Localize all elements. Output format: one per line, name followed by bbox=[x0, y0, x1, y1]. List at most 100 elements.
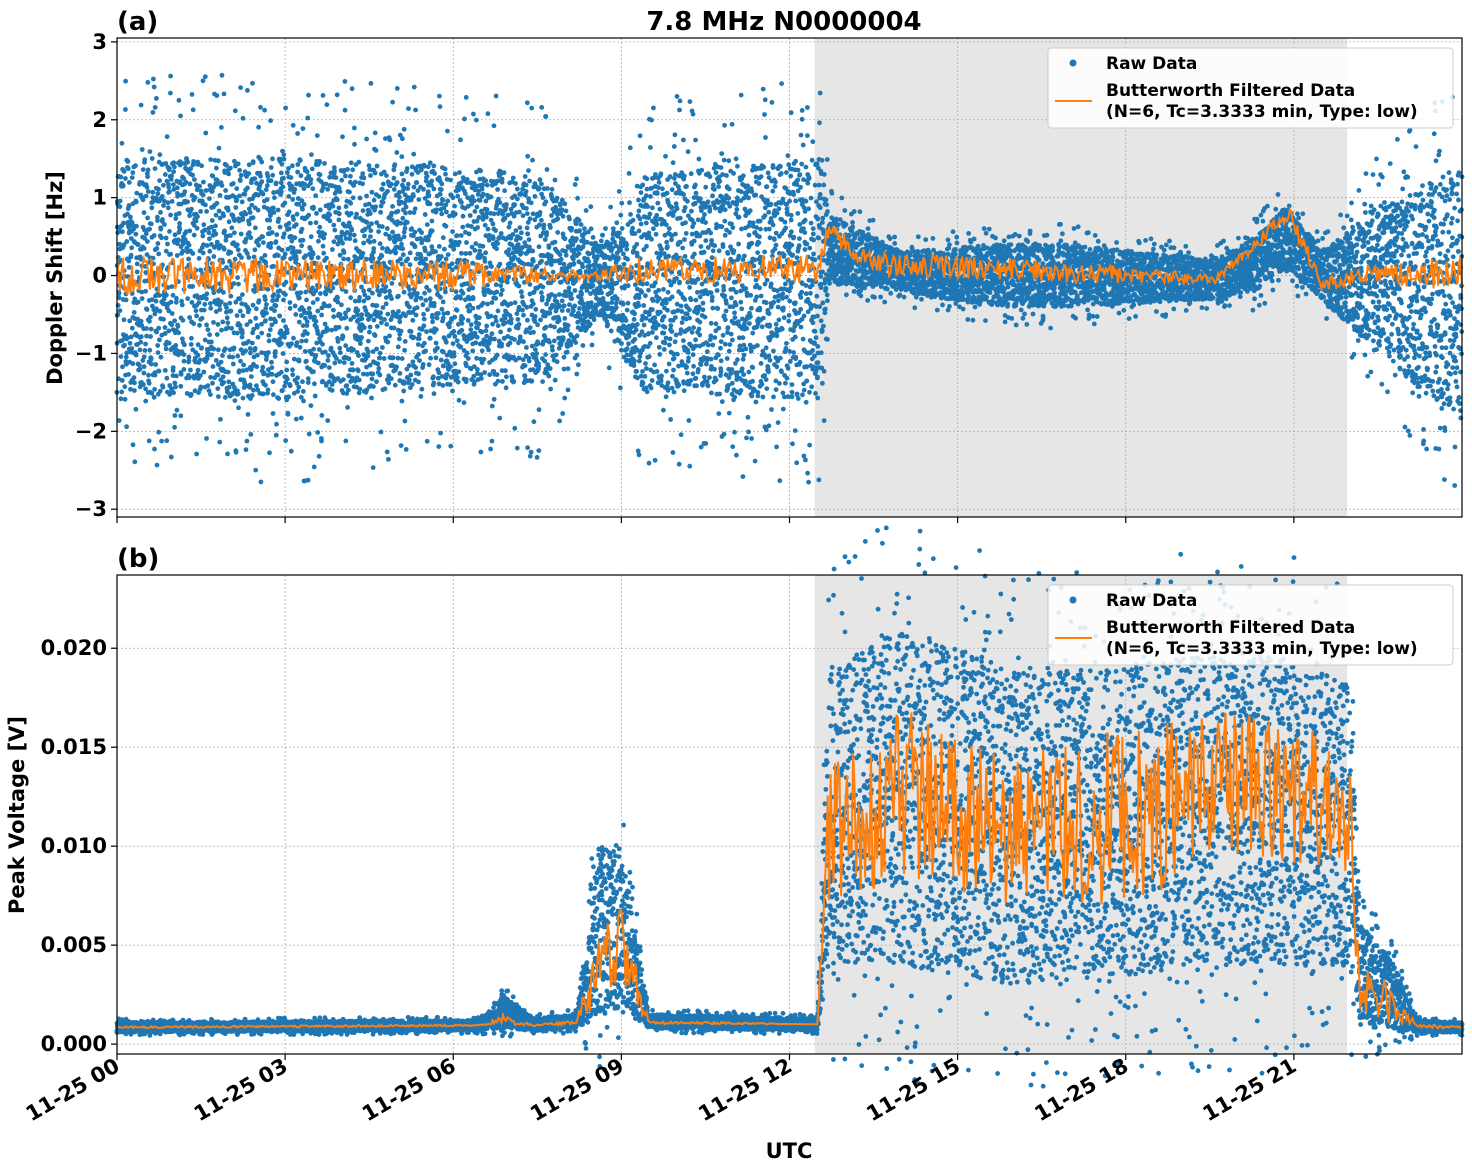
raw-data-point bbox=[163, 161, 169, 166]
raw-data-point bbox=[408, 372, 414, 378]
raw-data-point bbox=[344, 383, 350, 388]
raw-data-point bbox=[557, 202, 563, 208]
raw-data-point bbox=[757, 218, 763, 224]
raw-data-point bbox=[732, 310, 737, 316]
raw-data-point bbox=[746, 369, 752, 375]
raw-data-point bbox=[350, 195, 356, 201]
raw-data-point bbox=[327, 303, 332, 309]
raw-data-point bbox=[457, 170, 462, 175]
raw-data-point bbox=[192, 177, 197, 183]
raw-data-point bbox=[488, 446, 493, 452]
raw-data-point bbox=[151, 233, 157, 238]
raw-data-point bbox=[181, 176, 187, 182]
raw-data-point bbox=[377, 355, 383, 361]
raw-data-point bbox=[190, 251, 196, 256]
raw-data-point bbox=[217, 193, 223, 198]
raw-data-point bbox=[543, 324, 549, 330]
raw-data-point bbox=[526, 168, 531, 174]
raw-data-point bbox=[640, 182, 646, 188]
raw-data-point bbox=[336, 211, 342, 217]
raw-data-point bbox=[440, 235, 446, 241]
raw-data-point bbox=[448, 364, 453, 369]
raw-data-point bbox=[658, 309, 663, 315]
raw-data-point bbox=[727, 203, 733, 209]
raw-data-point bbox=[226, 219, 232, 225]
raw-data-point bbox=[298, 173, 304, 179]
raw-data-point bbox=[341, 360, 347, 365]
raw-data-point bbox=[372, 130, 378, 136]
raw-data-point bbox=[435, 345, 440, 351]
raw-data-point bbox=[436, 370, 442, 376]
raw-data-point bbox=[282, 383, 287, 389]
raw-data-point bbox=[682, 237, 687, 242]
raw-data-point bbox=[341, 250, 347, 256]
raw-data-point bbox=[534, 455, 540, 460]
raw-data-point bbox=[247, 210, 253, 215]
raw-data-point bbox=[240, 313, 246, 319]
raw-data-point bbox=[270, 379, 276, 385]
raw-data-point bbox=[368, 81, 374, 86]
raw-data-point bbox=[396, 194, 402, 200]
raw-data-point bbox=[288, 175, 294, 181]
raw-data-point bbox=[658, 378, 664, 384]
raw-data-point bbox=[618, 212, 624, 218]
raw-data-point bbox=[219, 72, 225, 78]
raw-data-point bbox=[739, 306, 745, 312]
raw-data-point bbox=[394, 86, 400, 91]
raw-data-point bbox=[707, 208, 713, 214]
raw-data-point bbox=[161, 182, 166, 188]
raw-data-point bbox=[200, 192, 206, 198]
raw-data-point bbox=[631, 363, 637, 368]
raw-data-point bbox=[748, 314, 753, 319]
raw-data-point bbox=[680, 245, 686, 251]
raw-data-point bbox=[669, 187, 675, 193]
raw-data-point bbox=[690, 352, 696, 358]
raw-data-point bbox=[407, 287, 412, 292]
raw-data-point bbox=[640, 281, 646, 287]
raw-data-point bbox=[134, 223, 139, 229]
raw-data-point bbox=[391, 325, 397, 331]
raw-data-point bbox=[467, 250, 473, 256]
raw-data-point bbox=[217, 307, 223, 312]
raw-data-point bbox=[548, 386, 553, 392]
raw-data-point bbox=[716, 325, 722, 331]
raw-data-point bbox=[552, 177, 558, 183]
raw-data-point bbox=[266, 225, 272, 231]
raw-data-point bbox=[712, 366, 717, 372]
raw-data-point bbox=[169, 173, 175, 179]
raw-data-point bbox=[552, 293, 558, 299]
raw-data-point bbox=[527, 178, 532, 184]
raw-data-point bbox=[560, 337, 566, 343]
raw-data-point bbox=[722, 218, 728, 224]
raw-data-point bbox=[512, 300, 518, 306]
raw-data-point bbox=[305, 380, 311, 385]
raw-data-point bbox=[471, 111, 476, 117]
raw-data-point bbox=[675, 351, 680, 357]
raw-data-point bbox=[258, 479, 264, 485]
raw-data-point bbox=[163, 248, 169, 254]
raw-data-point bbox=[436, 311, 441, 316]
raw-data-point bbox=[516, 283, 522, 289]
raw-data-point bbox=[187, 213, 193, 219]
raw-data-point bbox=[540, 284, 546, 290]
raw-data-point bbox=[743, 286, 749, 291]
raw-data-point bbox=[729, 367, 735, 372]
raw-data-point bbox=[470, 285, 476, 291]
raw-data-point bbox=[123, 354, 129, 360]
raw-data-point bbox=[458, 233, 464, 238]
raw-data-point bbox=[337, 359, 343, 364]
raw-data-point bbox=[700, 307, 706, 313]
raw-data-point bbox=[539, 294, 545, 300]
raw-data-point bbox=[137, 362, 142, 368]
raw-data-point bbox=[130, 170, 136, 176]
raw-data-point bbox=[164, 292, 169, 298]
raw-data-point bbox=[348, 211, 354, 216]
raw-data-point bbox=[530, 211, 536, 217]
raw-data-point bbox=[512, 425, 518, 431]
raw-data-point bbox=[431, 391, 437, 397]
raw-data-point bbox=[360, 250, 366, 256]
raw-data-point bbox=[310, 251, 316, 257]
raw-data-point bbox=[125, 211, 130, 217]
raw-data-point bbox=[720, 332, 726, 338]
raw-data-point bbox=[727, 230, 732, 235]
